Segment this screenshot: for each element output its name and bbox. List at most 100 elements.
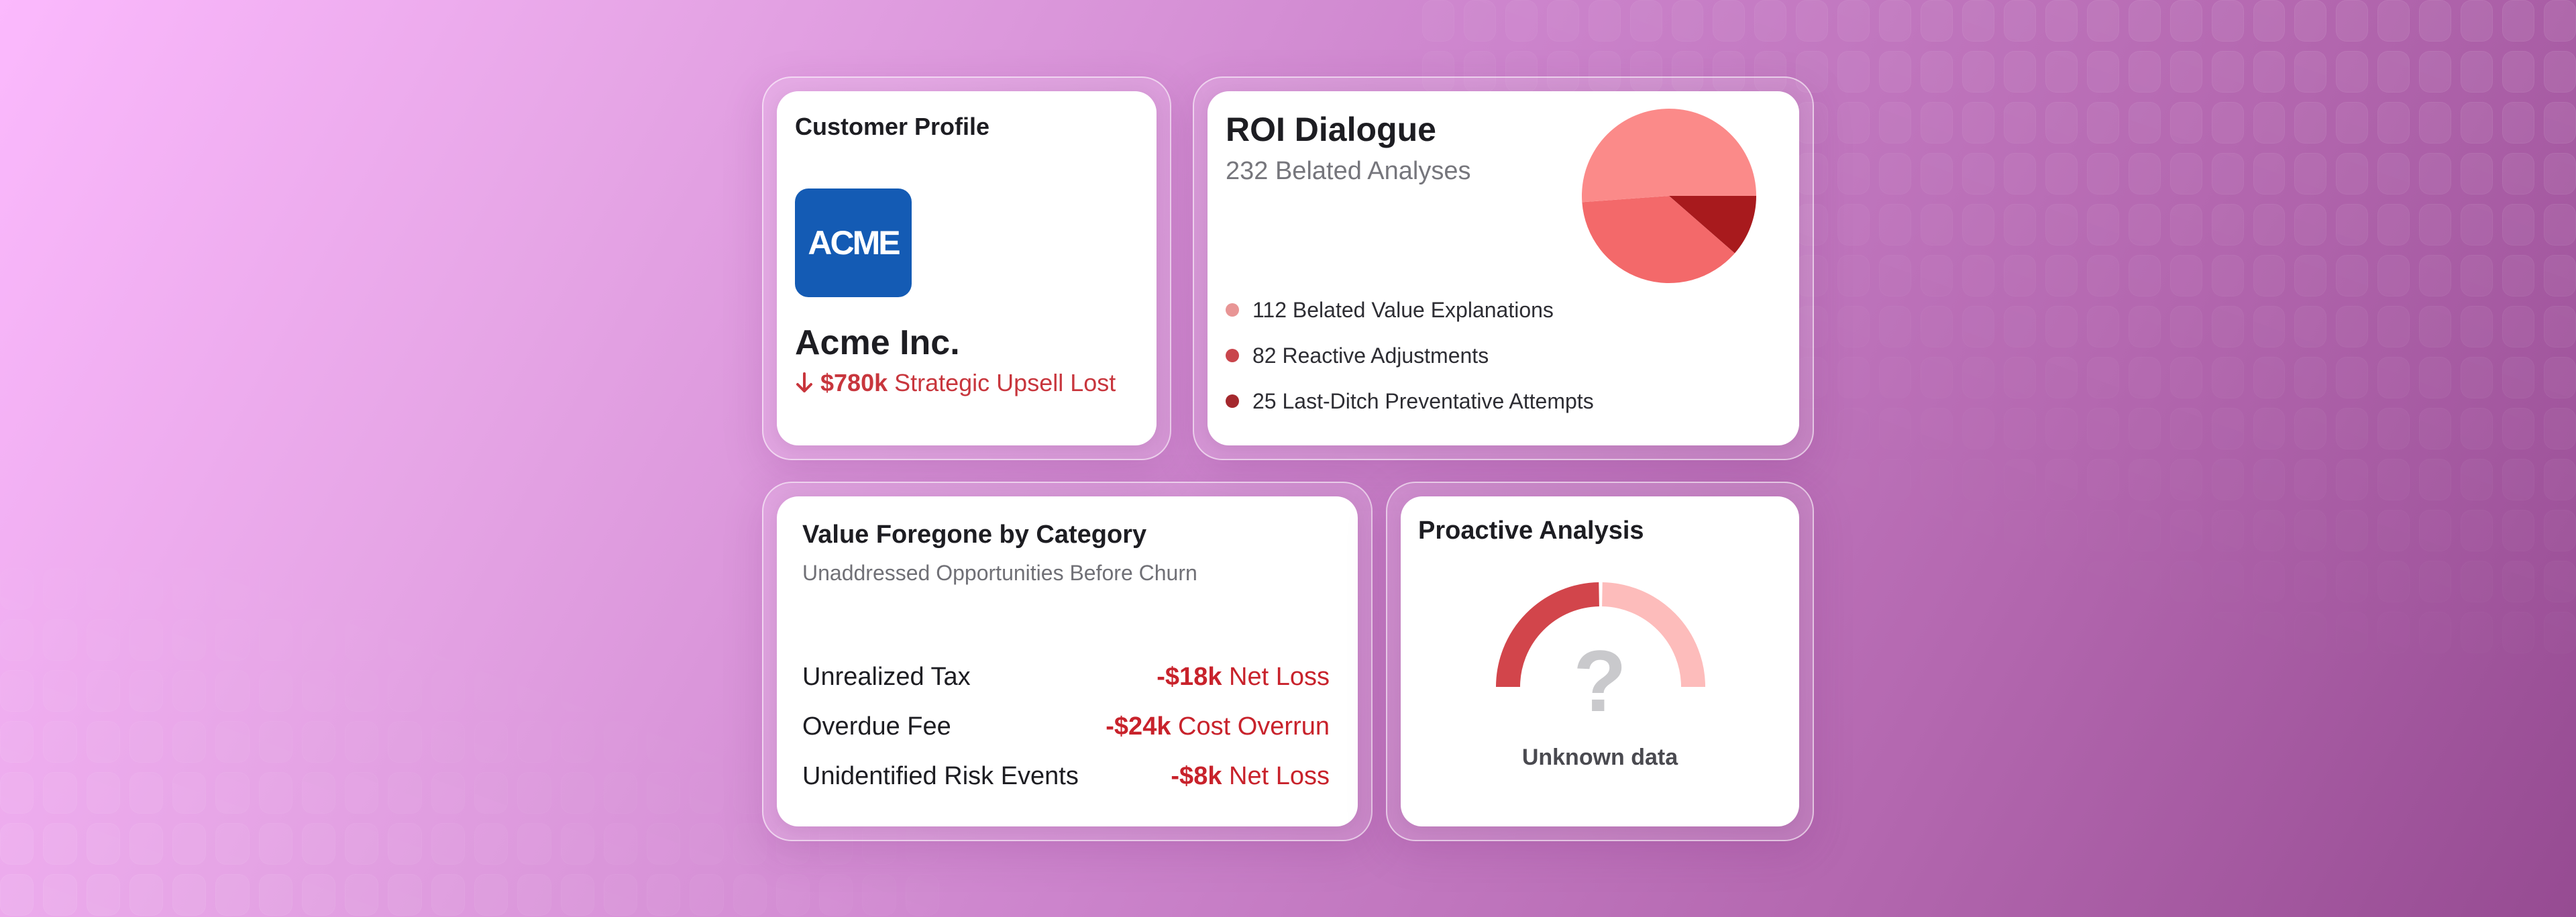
background-tile — [2336, 0, 2369, 42]
background-tile — [1921, 306, 1953, 347]
background-tile — [2544, 51, 2576, 93]
gauge-arc-filled — [1496, 582, 1600, 688]
background-tile — [690, 721, 724, 763]
background-tile — [1921, 561, 1953, 602]
background-tile — [2419, 561, 2452, 602]
background-tile — [690, 772, 724, 814]
background-tile — [2169, 459, 2202, 500]
background-tile — [2086, 306, 2119, 347]
background-tile — [2086, 0, 2119, 42]
background-tile — [2169, 510, 2202, 551]
value-foregone-subtitle: Unaddressed Opportunities Before Churn — [802, 561, 1197, 585]
background-tile — [1837, 51, 1870, 93]
background-tile — [2294, 204, 2327, 246]
background-tile — [647, 823, 681, 865]
background-tile — [2377, 255, 2410, 296]
background-tile — [2419, 204, 2452, 246]
background-tile — [2169, 408, 2202, 449]
background-tile — [733, 823, 767, 865]
background-tile — [2502, 153, 2535, 195]
background-tile — [2253, 357, 2286, 398]
background-tile — [2294, 612, 2327, 653]
background-tile — [2294, 306, 2327, 347]
background-tile — [2128, 561, 2161, 602]
background-tile — [2003, 357, 2036, 398]
background-tile — [2419, 306, 2452, 347]
background-tile — [2377, 51, 2410, 93]
background-tile — [2003, 204, 2036, 246]
background-tile — [1879, 408, 1912, 449]
background-tile — [603, 772, 638, 814]
background-tile — [1837, 306, 1870, 347]
background-tile — [1962, 612, 1994, 653]
background-tile — [2211, 408, 2244, 449]
background-tile — [2461, 459, 2493, 500]
background-tile — [2461, 612, 2493, 653]
background-tile — [2169, 561, 2202, 602]
customer-profile-title: Customer Profile — [795, 113, 990, 140]
background-tile — [2253, 306, 2286, 347]
upsell-loss-label: Strategic Upsell Lost — [894, 369, 1116, 396]
background-tile — [301, 823, 336, 865]
background-tile — [1837, 561, 1870, 602]
background-tile — [2045, 357, 2078, 398]
background-tile — [2086, 255, 2119, 296]
background-tile — [301, 721, 336, 763]
background-tile — [2544, 0, 2576, 42]
background-tile — [1921, 459, 1953, 500]
background-tile — [2128, 459, 2161, 500]
background-tile — [1505, 0, 1538, 42]
background-tile — [603, 568, 638, 610]
background-tile — [301, 670, 336, 712]
background-tile — [2377, 102, 2410, 144]
background-tile — [2253, 51, 2286, 93]
background-tile — [2461, 51, 2493, 93]
background-tile — [2294, 459, 2327, 500]
background-tile — [1837, 510, 1870, 551]
background-tile — [431, 721, 465, 763]
background-tile — [2377, 204, 2410, 246]
background-tile — [1879, 153, 1912, 195]
background-tile — [2045, 204, 2078, 246]
background-tile — [43, 619, 77, 661]
background-tile — [2377, 408, 2410, 449]
background-tile — [2003, 255, 2036, 296]
roi-dialogue-card[interactable]: ROI Dialogue 232 Belated Analyses 112 Be… — [1208, 91, 1799, 445]
customer-profile-card[interactable]: Customer Profile ACME Acme Inc. $780k St… — [777, 91, 1157, 445]
background-tile — [2253, 153, 2286, 195]
background-tile — [2544, 255, 2576, 296]
background-tile — [560, 874, 594, 916]
background-tile — [2045, 510, 2078, 551]
background-tile — [1837, 357, 1870, 398]
background-tile — [1837, 0, 1870, 42]
background-tile — [2128, 306, 2161, 347]
background-tile — [2336, 204, 2369, 246]
background-tile — [1962, 0, 1994, 42]
value-row-label: Unidentified Risk Events — [802, 761, 1079, 790]
background-tile — [2211, 357, 2244, 398]
background-tile — [86, 568, 120, 610]
background-tile — [1546, 0, 1579, 42]
proactive-analysis-card[interactable]: Proactive Analysis ? Unknown data — [1401, 496, 1799, 826]
background-tile — [2003, 612, 2036, 653]
background-tile — [560, 670, 594, 712]
background-tile — [2169, 102, 2202, 144]
roi-legend-item: 25 Last-Ditch Preventative Attempts — [1226, 378, 1594, 424]
background-tile — [301, 874, 336, 916]
background-tile — [474, 823, 508, 865]
background-tile — [2086, 357, 2119, 398]
question-mark-icon: ? — [1573, 632, 1627, 730]
value-foregone-card[interactable]: Value Foregone by Category Unaddressed O… — [777, 496, 1358, 826]
background-tile — [1879, 204, 1912, 246]
background-tile — [2003, 0, 2036, 42]
background-tile — [2294, 51, 2327, 93]
background-tile — [2544, 612, 2576, 653]
background-tile — [2502, 408, 2535, 449]
background-tile — [560, 721, 594, 763]
background-tile — [129, 874, 164, 916]
background-tile — [2461, 357, 2493, 398]
background-tile — [2502, 204, 2535, 246]
background-tile — [2419, 102, 2452, 144]
background-tile — [388, 721, 422, 763]
background-tile — [775, 874, 810, 916]
